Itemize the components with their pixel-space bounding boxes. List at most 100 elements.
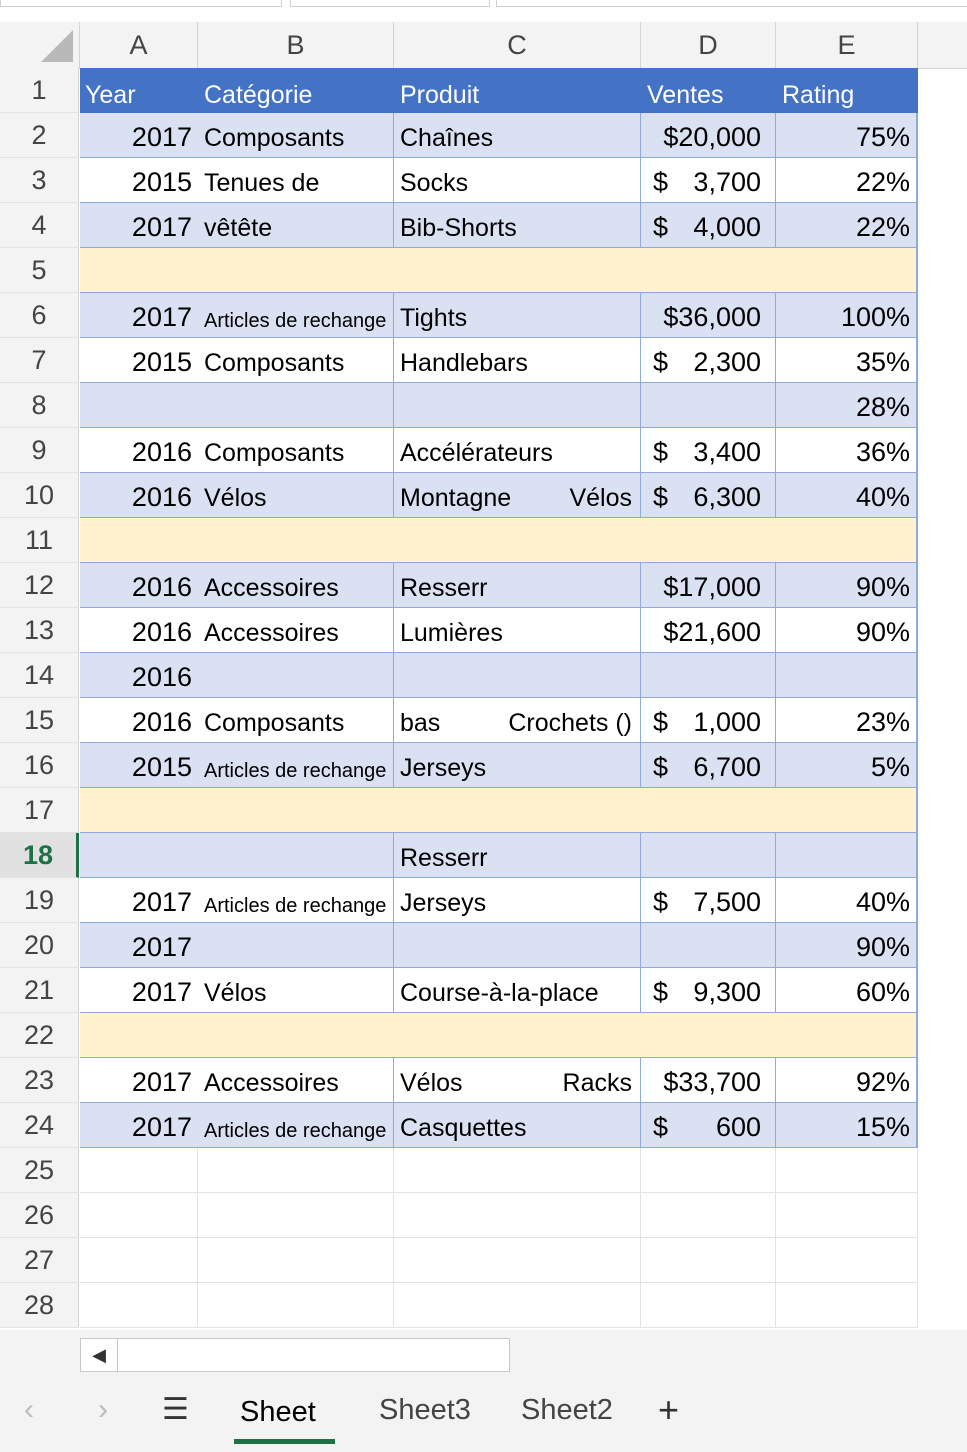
sheet-tab-sheet[interactable]: Sheet [240,1396,316,1428]
row-header[interactable]: 17 [0,788,79,833]
table-cell[interactable]: 75% [776,113,918,158]
table-cell[interactable]: Accessoires [198,563,394,608]
table-cell[interactable]: 2016 [80,428,198,473]
empty-cell[interactable] [80,1193,198,1238]
table-cell[interactable] [80,383,198,428]
table-cell[interactable]: 2017 [80,878,198,923]
table-cell[interactable] [641,788,776,833]
header-cell-sales[interactable]: Ventes [641,68,776,113]
table-cell[interactable]: Jerseys [394,878,641,923]
table-cell[interactable]: 2017 [80,1058,198,1103]
empty-cell[interactable] [198,1238,394,1283]
formula-input-edge[interactable] [496,0,967,7]
empty-cell[interactable] [641,1193,776,1238]
empty-cell[interactable] [641,1148,776,1193]
table-cell[interactable]: Composants [198,698,394,743]
table-cell[interactable] [198,833,394,878]
row-header[interactable]: 2 [0,113,79,158]
row-header[interactable]: 15 [0,698,79,743]
table-cell[interactable]: 2017 [80,1103,198,1148]
chevron-left-icon[interactable]: ‹ [24,1393,34,1426]
table-cell[interactable]: 2015 [80,743,198,788]
table-cell[interactable]: Resserr [394,833,641,878]
column-header-a[interactable]: A [80,22,198,68]
row-header[interactable]: 1 [0,68,79,113]
table-cell[interactable] [198,383,394,428]
row-header[interactable]: 16 [0,743,79,788]
table-cell[interactable]: 2017 [80,923,198,968]
table-cell[interactable]: Vélos Racks [394,1058,641,1103]
empty-cell[interactable] [641,1283,776,1328]
table-cell[interactable] [394,653,641,698]
table-cell[interactable]: 40% [776,473,918,518]
table-cell[interactable]: $33,700 [641,1058,776,1103]
table-cell[interactable]: Accessoires [198,608,394,653]
row-header[interactable]: 22 [0,1013,79,1058]
row-header[interactable]: 3 [0,158,79,203]
empty-cell[interactable] [394,1283,641,1328]
table-cell[interactable]: 100% [776,293,918,338]
horizontal-scrollbar[interactable]: ◀ [80,1338,510,1372]
table-cell[interactable] [641,518,776,563]
table-cell[interactable]: Casquettes [394,1103,641,1148]
table-cell[interactable]: $6,300 [641,473,776,518]
table-cell[interactable]: Vélos [198,473,394,518]
row-header[interactable]: 23 [0,1058,79,1103]
table-cell[interactable] [394,923,641,968]
table-cell[interactable]: 36% [776,428,918,473]
empty-cell[interactable] [641,1238,776,1283]
table-cell[interactable] [641,653,776,698]
row-header[interactable]: 19 [0,878,79,923]
table-cell[interactable] [776,788,918,833]
table-cell[interactable]: 2017 [80,293,198,338]
row-header[interactable]: 7 [0,338,79,383]
table-cell[interactable]: Composants [198,338,394,383]
table-cell[interactable]: Articles de rechange [198,1103,394,1148]
table-cell[interactable]: $36,000 [641,293,776,338]
table-cell[interactable]: Bib-Shorts [394,203,641,248]
table-cell[interactable] [80,518,198,563]
table-cell[interactable]: Accélérateurs [394,428,641,473]
table-cell[interactable] [198,923,394,968]
table-cell[interactable] [198,518,394,563]
table-cell[interactable]: $9,300 [641,968,776,1013]
table-cell[interactable]: $2,300 [641,338,776,383]
column-header-b[interactable]: B [198,22,394,68]
row-header[interactable]: 24 [0,1103,79,1148]
empty-cell[interactable] [776,1193,918,1238]
table-cell[interactable]: 22% [776,158,918,203]
table-cell[interactable] [776,518,918,563]
table-cell[interactable]: Chaînes [394,113,641,158]
row-header[interactable]: 12 [0,563,79,608]
row-header[interactable]: 10 [0,473,79,518]
table-cell[interactable]: $600 [641,1103,776,1148]
table-cell[interactable]: Montagne Vélos [394,473,641,518]
empty-cell[interactable] [776,1283,918,1328]
table-cell[interactable] [776,248,918,293]
column-header-e[interactable]: E [776,22,918,68]
plus-icon[interactable]: + [658,1389,680,1430]
row-header[interactable]: 27 [0,1238,79,1283]
empty-cell[interactable] [80,1283,198,1328]
table-cell[interactable]: 2016 [80,473,198,518]
table-cell[interactable]: Resserr [394,563,641,608]
table-cell[interactable] [641,383,776,428]
table-cell[interactable]: 5% [776,743,918,788]
row-header[interactable]: 13 [0,608,79,653]
table-cell[interactable] [394,248,641,293]
table-cell[interactable]: Composants [198,113,394,158]
toolbar-box-edge[interactable] [290,0,490,7]
table-cell[interactable]: Composants [198,428,394,473]
table-cell[interactable]: Socks [394,158,641,203]
row-header[interactable]: 5 [0,248,79,293]
empty-cell[interactable] [198,1193,394,1238]
table-cell[interactable] [198,248,394,293]
table-cell[interactable]: $21,600 [641,608,776,653]
row-header[interactable]: 8 [0,383,79,428]
table-cell[interactable] [80,833,198,878]
row-header[interactable]: 11 [0,518,79,563]
empty-cell[interactable] [80,1238,198,1283]
table-cell[interactable]: 90% [776,923,918,968]
table-cell[interactable]: 60% [776,968,918,1013]
table-cell[interactable]: $1,000 [641,698,776,743]
